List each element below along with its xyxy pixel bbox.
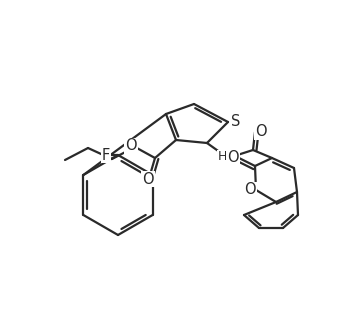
Text: O: O <box>227 151 239 166</box>
Text: F: F <box>102 148 110 163</box>
Text: S: S <box>231 115 241 130</box>
Text: HN: HN <box>218 151 236 164</box>
Text: O: O <box>142 171 154 186</box>
Text: O: O <box>255 125 267 140</box>
Text: O: O <box>125 139 137 154</box>
Text: O: O <box>244 182 256 197</box>
